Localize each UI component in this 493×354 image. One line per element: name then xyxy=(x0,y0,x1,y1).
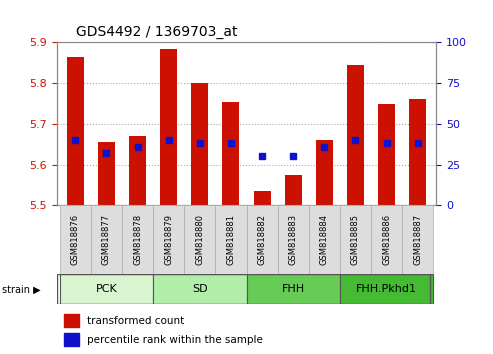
Bar xyxy=(184,205,215,274)
Text: percentile rank within the sample: percentile rank within the sample xyxy=(87,335,263,345)
Text: FHH: FHH xyxy=(282,284,305,295)
Text: GSM818882: GSM818882 xyxy=(257,214,267,266)
Text: GSM818887: GSM818887 xyxy=(413,214,422,266)
Text: GSM818878: GSM818878 xyxy=(133,214,142,266)
Bar xyxy=(371,205,402,274)
Bar xyxy=(129,136,146,205)
Text: transformed count: transformed count xyxy=(87,316,184,326)
Bar xyxy=(60,205,91,274)
Text: GSM818883: GSM818883 xyxy=(289,214,298,266)
Bar xyxy=(64,333,79,346)
Bar xyxy=(340,205,371,274)
Text: GSM818879: GSM818879 xyxy=(164,214,173,266)
Bar xyxy=(309,205,340,274)
Bar xyxy=(340,274,433,304)
Bar xyxy=(316,140,333,205)
Bar xyxy=(160,48,177,205)
Text: SD: SD xyxy=(192,284,208,295)
Bar xyxy=(64,314,79,327)
Bar xyxy=(222,102,240,205)
Text: GDS4492 / 1369703_at: GDS4492 / 1369703_at xyxy=(76,25,237,39)
Bar xyxy=(246,274,340,304)
Bar xyxy=(153,205,184,274)
Bar xyxy=(284,175,302,205)
Text: GSM818884: GSM818884 xyxy=(320,214,329,266)
Text: GSM818886: GSM818886 xyxy=(382,214,391,266)
Bar xyxy=(347,65,364,205)
Bar xyxy=(409,99,426,205)
Bar xyxy=(402,205,433,274)
Text: GSM818880: GSM818880 xyxy=(195,214,204,266)
Bar xyxy=(67,57,84,205)
Bar xyxy=(253,191,271,205)
Text: GSM818885: GSM818885 xyxy=(351,214,360,266)
Text: GSM818881: GSM818881 xyxy=(226,214,236,266)
Text: GSM818876: GSM818876 xyxy=(71,214,80,266)
Bar xyxy=(246,205,278,274)
Text: PCK: PCK xyxy=(96,284,117,295)
Bar xyxy=(60,274,153,304)
Bar xyxy=(153,274,246,304)
Bar xyxy=(278,205,309,274)
Bar xyxy=(122,205,153,274)
Bar xyxy=(191,83,209,205)
Text: strain ▶: strain ▶ xyxy=(2,284,41,295)
Text: FHH.Pkhd1: FHH.Pkhd1 xyxy=(356,284,417,295)
Bar xyxy=(98,142,115,205)
Bar xyxy=(215,205,246,274)
Text: GSM818877: GSM818877 xyxy=(102,214,111,266)
Bar xyxy=(378,104,395,205)
Bar xyxy=(91,205,122,274)
